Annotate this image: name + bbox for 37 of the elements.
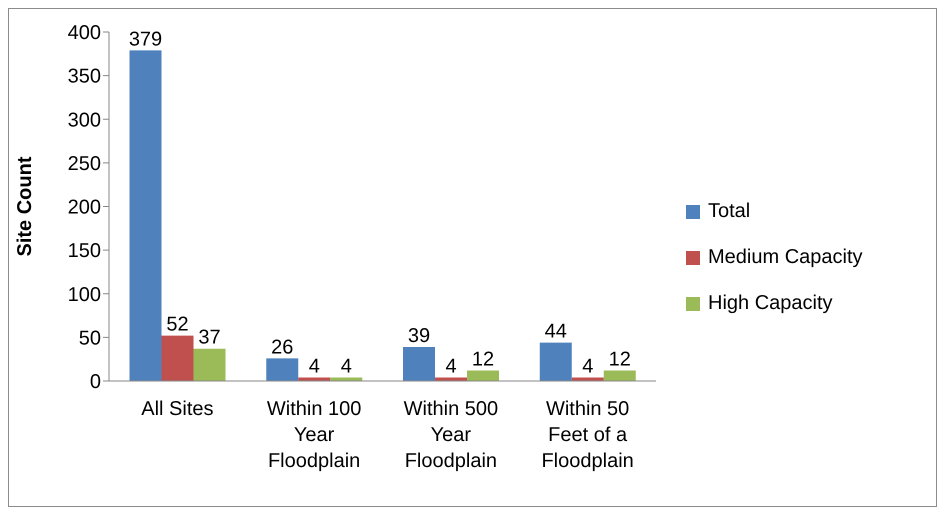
data-label: 37: [198, 326, 221, 349]
y-tick-label: 250: [68, 152, 101, 175]
bar: [467, 370, 500, 381]
x-tick-label: Within 100 Year Floodplain: [266, 398, 362, 472]
y-tick-label: 300: [68, 109, 101, 132]
legend-label: Medium Capacity: [708, 246, 863, 269]
y-tick-label: 200: [68, 196, 101, 219]
bar: [266, 358, 298, 381]
data-label: 12: [472, 348, 494, 371]
bar: [194, 348, 226, 381]
bar: [403, 346, 436, 381]
data-label: 52: [166, 314, 189, 336]
bar: [604, 370, 636, 381]
data-label: 4: [445, 356, 457, 378]
y-tick-label: 100: [68, 284, 101, 306]
legend-label: High Capacity: [708, 292, 833, 315]
data-label: 4: [308, 356, 320, 378]
x-tick-label: All Sites: [141, 398, 214, 420]
legend-label: Total: [708, 200, 750, 223]
y-tick-label: 50: [78, 327, 101, 350]
data-label: 4: [340, 356, 352, 378]
y-tick-label: 150: [68, 240, 101, 262]
y-tick-label: 0: [90, 371, 101, 394]
y-tick-label: 350: [68, 66, 101, 88]
bar: [162, 336, 194, 381]
x-tick-label: Within 500 Year Floodplain: [404, 398, 498, 472]
x-tick-label: Within 50 Feet of a Floodplain: [541, 398, 634, 472]
data-label: 12: [608, 348, 631, 371]
data-label: 379: [128, 28, 162, 50]
bar: [540, 342, 572, 381]
y-tick-label: 400: [68, 22, 101, 44]
y-axis-title: Site Count: [14, 156, 36, 256]
bar: [130, 50, 162, 381]
data-label: 26: [271, 336, 294, 358]
data-label: 4: [582, 356, 594, 378]
data-label: 44: [544, 320, 567, 343]
data-label: 39: [408, 324, 430, 347]
